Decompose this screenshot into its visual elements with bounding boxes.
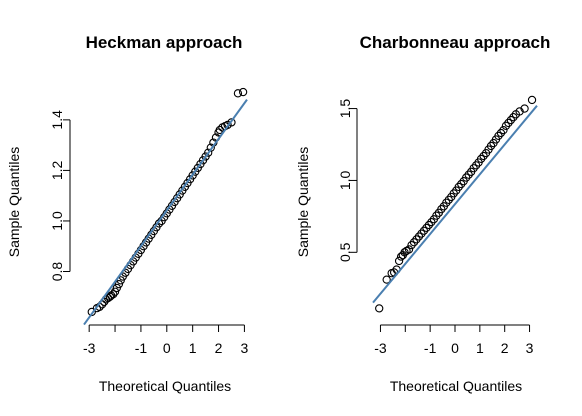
y-tick-label: 1.5 (337, 99, 353, 119)
qq-point (404, 245, 414, 254)
x-tick-label: 1 (476, 340, 484, 356)
qq-point (109, 290, 118, 299)
qq-point (527, 95, 537, 105)
y-tick-label: 0.8 (49, 262, 65, 282)
x-tick-label: 0 (163, 340, 171, 356)
qq-point (469, 164, 478, 173)
qq-reference-line (83, 99, 248, 326)
qq-point (110, 287, 120, 296)
qq-point (509, 113, 518, 122)
qq-point (520, 104, 529, 113)
y-tick-label: 1.2 (49, 160, 65, 180)
y-tick-label: 1.0 (337, 170, 353, 190)
qq-reference-line (372, 105, 538, 304)
qq-point (424, 220, 434, 230)
x-axis-label: Theoretical Quantiles (99, 378, 231, 394)
heckman-qq-panel: Heckman approach -3 -1 0 1 2 3 Theoretical Quan… (6, 33, 249, 394)
qq-point (501, 121, 511, 130)
qq-point (486, 141, 496, 151)
qq-point (427, 217, 436, 227)
qq-point (444, 195, 453, 204)
qq-point (479, 151, 488, 161)
x-tick-label: 3 (526, 340, 534, 356)
qq-point (496, 128, 506, 138)
qq-point (454, 182, 463, 192)
qq-point (375, 304, 384, 313)
y-tick-label: 1.0 (49, 211, 65, 231)
qq-point (432, 211, 441, 220)
charbonneau-qq-panel: Charbonneau approach -3 -1 0 1 2 3 Theoretical … (295, 33, 550, 394)
qq-point (506, 115, 516, 125)
x-tick-label: -1 (135, 340, 148, 356)
qq-point (504, 118, 513, 128)
x-tick-label: 1 (189, 340, 197, 356)
qq-point (412, 235, 421, 244)
qq-point (422, 223, 431, 233)
qq-point (409, 238, 419, 247)
plot-title: Heckman approach (86, 33, 243, 52)
qq-point (233, 89, 243, 98)
x-tick-label: -1 (424, 340, 437, 356)
qq-point (394, 256, 404, 266)
qq-point (437, 205, 446, 214)
qq-point (204, 148, 213, 157)
x-tick-label: -3 (83, 340, 96, 356)
qq-point (382, 275, 391, 284)
x-tick-label: -3 (374, 340, 387, 356)
qq-point (414, 232, 424, 241)
y-tick-label: 1.4 (49, 110, 65, 130)
qq-point (238, 87, 248, 97)
qq-point (499, 125, 508, 135)
qq-point (471, 161, 481, 170)
plot-title: Charbonneau approach (360, 33, 551, 52)
qq-point (417, 229, 426, 238)
y-axis-label: Sample Quantiles (295, 147, 311, 258)
x-tick-label: 2 (215, 340, 223, 356)
y-tick-label: 0.5 (337, 242, 353, 262)
qq-point (419, 226, 429, 235)
qq-point (462, 173, 471, 182)
qq-point (407, 240, 416, 250)
x-tick-label: 3 (241, 340, 249, 356)
qq-point (464, 170, 473, 179)
qq-point (400, 248, 409, 257)
x-tick-label: 0 (451, 340, 459, 356)
qq-point (457, 179, 466, 189)
qq-point (476, 154, 486, 164)
qq-point (449, 189, 458, 198)
qq-point (442, 198, 451, 207)
x-tick-label: 2 (501, 340, 509, 356)
x-axis-label: Theoretical Quantiles (390, 378, 522, 394)
qq-point (114, 279, 124, 289)
y-axis-label: Sample Quantiles (6, 147, 22, 258)
qq-point (227, 118, 236, 127)
qq-point (494, 131, 503, 141)
